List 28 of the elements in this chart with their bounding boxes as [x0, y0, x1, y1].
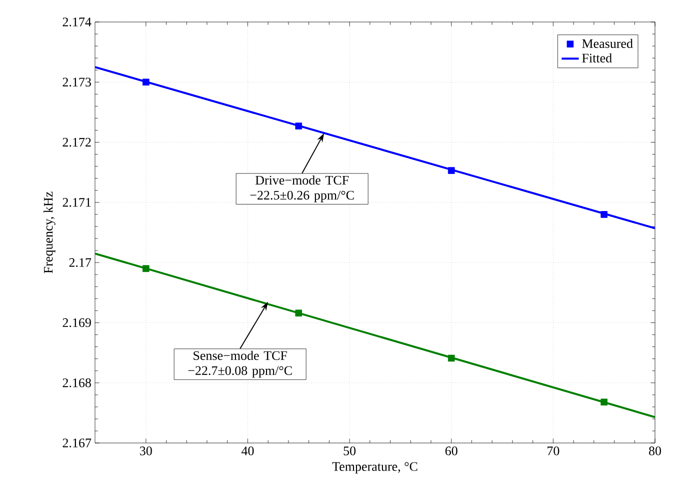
point [295, 310, 302, 316]
y-tick-label: 2.169 [62, 318, 91, 328]
y-tick-label: 2.167 [62, 438, 92, 448]
y-tick-label: 2.171 [62, 198, 91, 207]
point [142, 265, 150, 272]
point [600, 211, 608, 218]
y-tick-label: 2.168 [62, 378, 91, 388]
x-tick-label: 50 [344, 446, 356, 456]
point [600, 398, 608, 406]
point [142, 78, 150, 86]
x-tick-label: 80 [648, 446, 661, 456]
point [295, 122, 302, 130]
x-tick-label: 70 [548, 446, 560, 456]
x-tick-label: 40 [241, 446, 254, 456]
legend-label: Fitted [582, 53, 612, 62]
x-tick-label: 60 [445, 446, 458, 456]
y-tick-label: 2.173 [62, 78, 91, 87]
point [448, 167, 455, 174]
x-tick-label: 30 [140, 446, 152, 456]
x-axis-title: Temperature, °C [332, 462, 418, 474]
y-tick-label: 2.172 [62, 138, 91, 147]
y-tick-label: 2.174 [62, 18, 92, 26]
y-tick-label: 2.17 [69, 258, 92, 267]
annotation: Drive−mode TCF −22.5±0.26 ppm/°C [250, 175, 354, 202]
y-axis-title: Frequency, kHz [44, 192, 56, 274]
legend-label: Measured [582, 38, 633, 48]
point [448, 354, 455, 362]
annotation: Sense−mode TCF −22.7±0.08 ppm/°C [188, 350, 292, 378]
